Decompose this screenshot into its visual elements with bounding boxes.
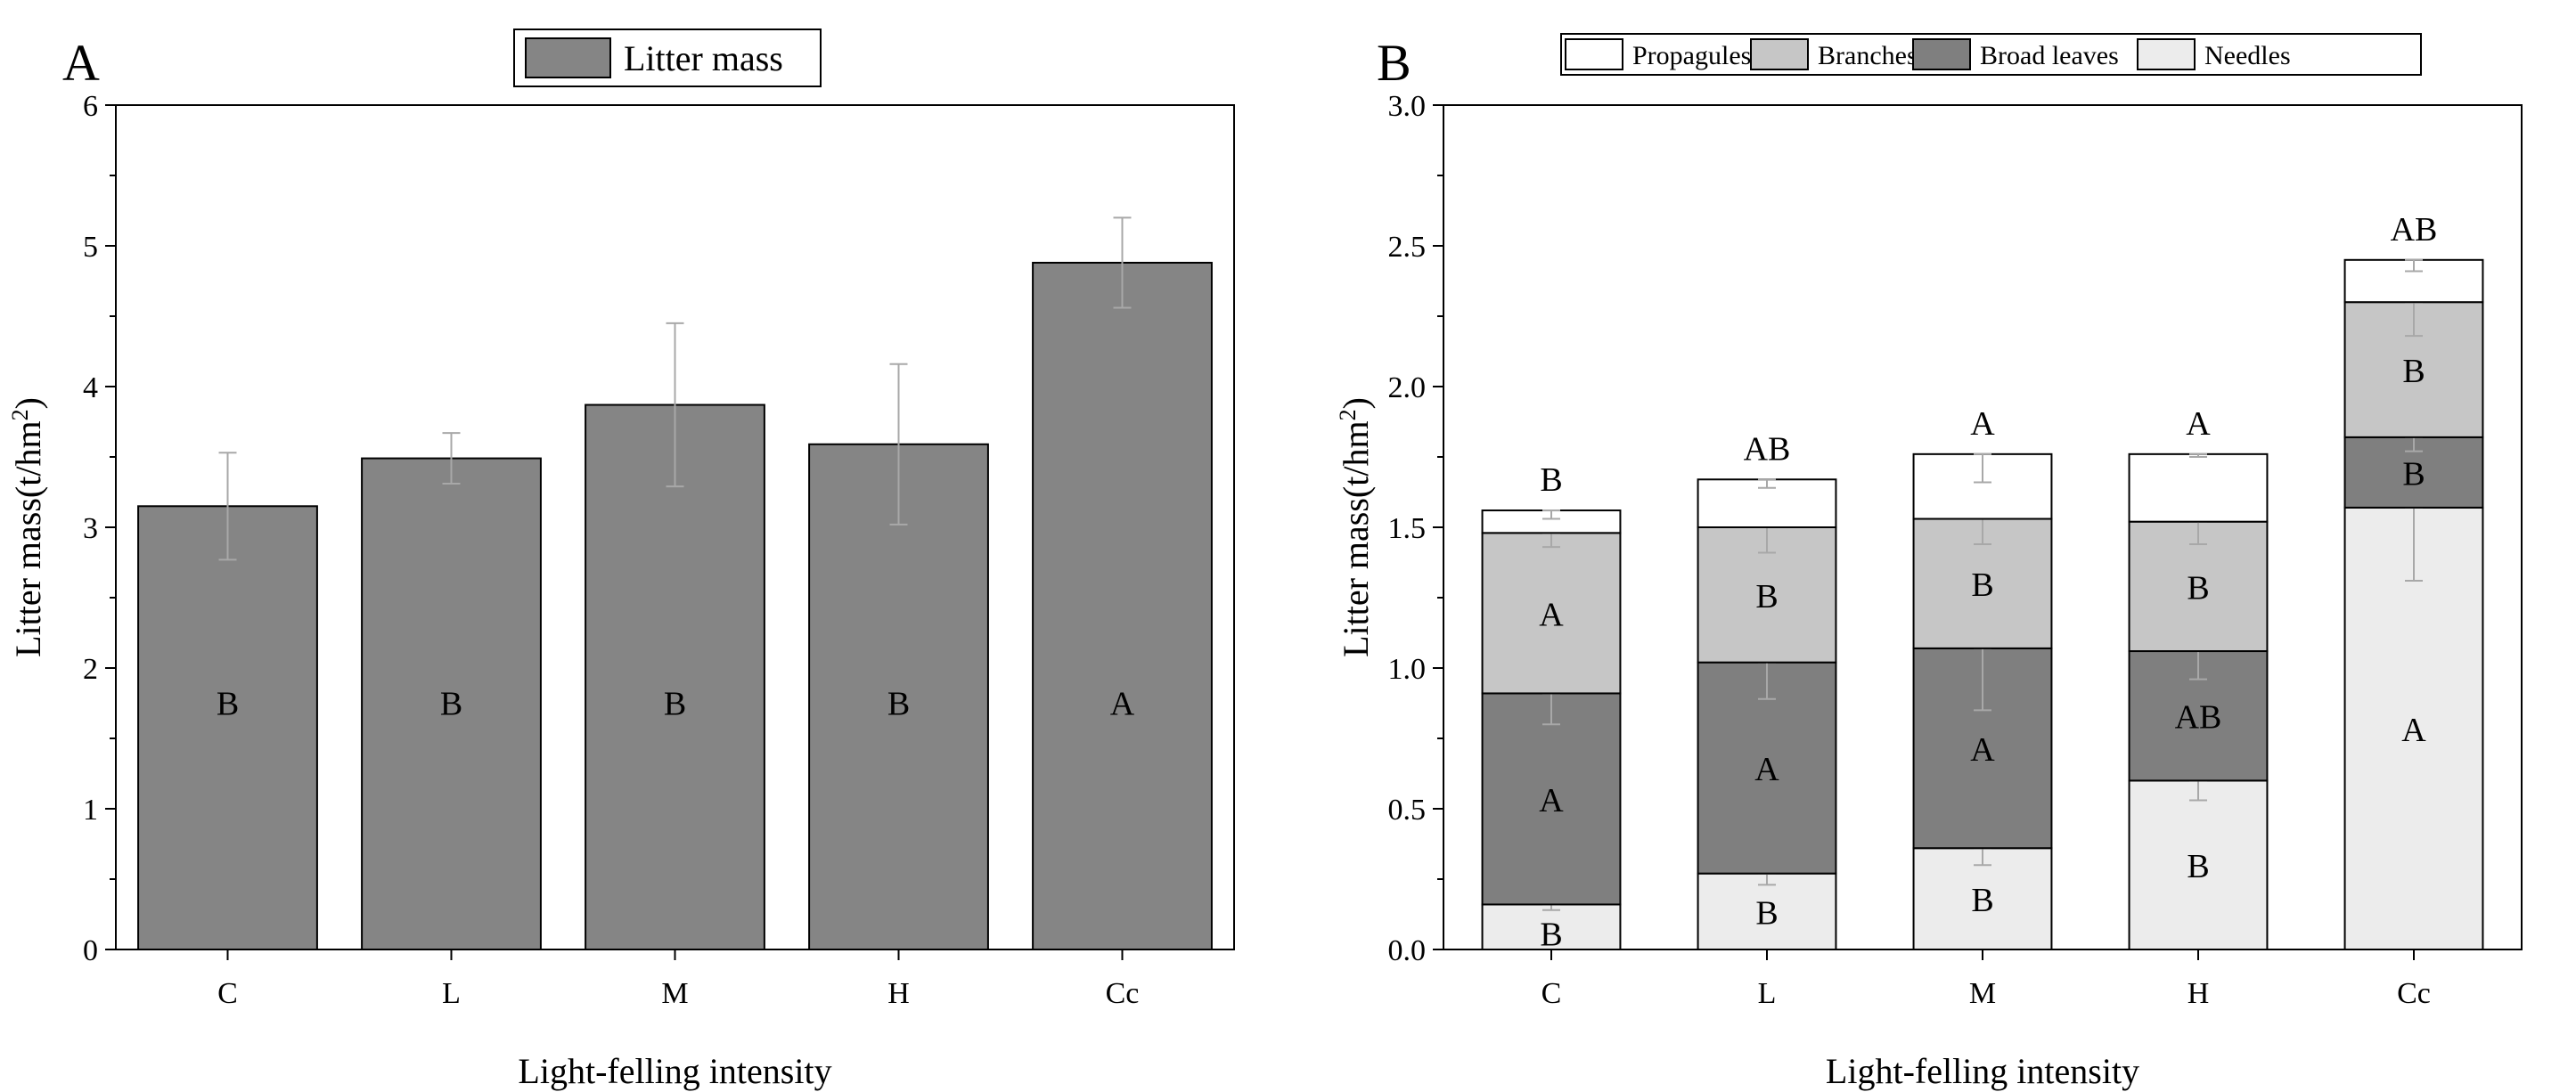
significance-letter: B xyxy=(1540,916,1562,953)
total-significance-letter: A xyxy=(1970,405,1995,443)
panel-a-label: A xyxy=(62,34,100,92)
legend-label: Broad leaves xyxy=(1980,41,2119,70)
legend: Litter mass xyxy=(513,29,822,87)
bar-C xyxy=(137,505,318,950)
legend-label: Branches xyxy=(1818,41,1918,70)
y-tick-label: 0.0 xyxy=(1388,934,1427,967)
total-significance-letter: B xyxy=(1540,461,1562,499)
segment-needles xyxy=(2128,779,2269,951)
bar-H xyxy=(808,443,989,950)
significance-letter: A xyxy=(1110,686,1135,723)
y-tick-label: 3.0 xyxy=(1388,90,1427,123)
x-tick-label: H xyxy=(887,977,910,1010)
x-tick-label: C xyxy=(1542,977,1562,1010)
x-tick-label: L xyxy=(442,977,461,1010)
y-tick-label: 3 xyxy=(83,512,98,545)
legend-label: Propagules xyxy=(1632,41,1751,70)
panel-a: A 0 1 2 3 4 5 6 C L M H Cc Light-felling intensity Li… xyxy=(7,29,1235,1091)
y-tick-label: 1.0 xyxy=(1388,653,1427,686)
x-tick-label: M xyxy=(661,977,688,1010)
significance-letter: B xyxy=(2187,569,2209,607)
panel-b-chart: B 0.0 0.5 1.0 1.5 2.0 2.5 3.0 C L M H Cc Light-felli… xyxy=(1335,33,2523,1091)
y-tick-label: 1 xyxy=(83,794,98,827)
y-axis-title-close: ) xyxy=(8,397,48,409)
y-axis-title-superscript: 2 xyxy=(7,409,33,420)
y-axis-title-text: Litter mass(t/hm xyxy=(1336,420,1376,657)
bar-M xyxy=(585,403,765,951)
significance-letter: A xyxy=(1754,751,1779,788)
segment-branches xyxy=(1912,517,2053,649)
y-axis-title-close: ) xyxy=(1336,397,1376,409)
significance-letter: B xyxy=(1755,578,1778,615)
x-tick-label: M xyxy=(1969,977,1996,1010)
y-tick-label: 6 xyxy=(83,90,98,123)
x-tick-label: Cc xyxy=(1106,977,1140,1010)
segment-needles xyxy=(1481,903,1622,951)
significance-letter: B xyxy=(1971,566,1993,604)
legend: Propagules Branches Broad leaves Needles xyxy=(1560,33,2422,76)
y-tick-label: 2 xyxy=(83,653,98,686)
bar-Cc xyxy=(1032,261,1213,950)
segment-propagules xyxy=(2128,452,2269,523)
legend-swatch xyxy=(1565,38,1623,70)
significance-letter: AB xyxy=(2175,699,2222,737)
segment-broad-leaves xyxy=(1481,692,1622,906)
legend-swatch-litter-mass xyxy=(525,37,611,78)
y-axis-title-text: Litter mass(t/hm xyxy=(8,420,48,657)
y-tick-label: 0 xyxy=(83,934,98,967)
significance-letter: B xyxy=(2402,455,2425,493)
significance-letter: B xyxy=(2187,848,2209,885)
significance-letter: A xyxy=(1539,596,1564,633)
significance-letter: B xyxy=(2402,353,2425,390)
segment-needles xyxy=(1697,872,1837,950)
x-tick-label: H xyxy=(2188,977,2210,1010)
significance-letter: B xyxy=(217,686,239,723)
y-axis-title: Litter mass(t/hm2) xyxy=(7,397,49,657)
segment-needles xyxy=(2343,506,2484,950)
legend-swatch xyxy=(2137,38,2196,70)
panel-b: B 0.0 0.5 1.0 1.5 2.0 2.5 3.0 C L M H Cc Light-felli… xyxy=(1288,0,2576,1092)
panel-a-chart: A 0 1 2 3 4 5 6 C L M H Cc Light-felling intensity Li… xyxy=(7,29,1235,1091)
total-significance-letter: A xyxy=(2186,405,2211,443)
total-significance-letter: AB xyxy=(2391,211,2438,249)
legend-swatch xyxy=(1912,38,1971,70)
total-significance-letter: AB xyxy=(1744,430,1791,468)
significance-letter: B xyxy=(1971,882,1993,919)
y-axis-title: Litter mass(t/hm2) xyxy=(1335,397,1377,657)
y-tick-label: 0.5 xyxy=(1388,794,1427,827)
legend-label: Needles xyxy=(2204,41,2291,70)
y-tick-label: 1.5 xyxy=(1388,512,1427,545)
panel-b-label: B xyxy=(1377,34,1411,92)
segment-branches xyxy=(1481,532,1622,695)
legend-label: Litter mass xyxy=(624,38,783,78)
y-tick-label: 2.0 xyxy=(1388,371,1427,404)
significance-letter: B xyxy=(887,686,910,723)
x-tick-label: Cc xyxy=(2397,977,2431,1010)
significance-letter: B xyxy=(664,686,686,723)
y-tick-label: 5 xyxy=(83,231,98,264)
significance-letter: A xyxy=(1539,782,1564,819)
significance-letter: A xyxy=(1970,731,1995,769)
x-axis-title: Light-felling intensity xyxy=(518,1051,831,1091)
significance-letter: A xyxy=(2401,712,2426,749)
legend-swatch xyxy=(1750,38,1809,70)
legend-box xyxy=(1560,33,2422,76)
x-tick-label: L xyxy=(1758,977,1777,1010)
y-tick-label: 4 xyxy=(83,371,98,404)
significance-letter: B xyxy=(440,686,462,723)
x-tick-label: C xyxy=(217,977,238,1010)
x-axis-title: Light-felling intensity xyxy=(1826,1051,2139,1091)
y-tick-label: 2.5 xyxy=(1388,231,1427,264)
significance-letter: B xyxy=(1755,894,1778,932)
y-axis-title-superscript: 2 xyxy=(1335,409,1361,420)
